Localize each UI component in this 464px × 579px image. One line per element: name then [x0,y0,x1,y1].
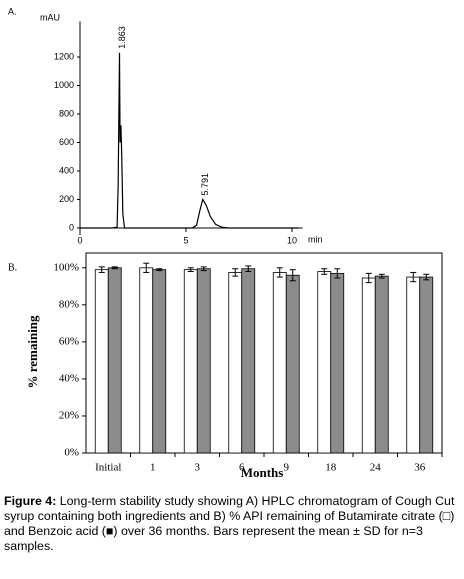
bar [272,272,287,454]
error-bar [365,272,372,284]
y-tick-label: 100% [53,261,79,273]
y-tick-label: 80% [59,298,79,310]
bar [241,268,256,454]
chart-a: A. mAU min 0 200 400 600 800 1000 1200 0 5 10 1.86… [8,6,323,245]
bar [228,272,243,454]
x-axis-title: Months [241,465,284,480]
y-tick-label: 1200 [54,51,74,61]
y-axis-title: mAU [40,12,60,22]
bar [374,275,389,454]
x-tick-label: 36 [414,462,426,474]
panel-label: B. [8,262,17,273]
error-bar [321,268,328,275]
y-tick-label: 40% [59,372,79,384]
error-bar [156,268,163,272]
error-bar [423,273,430,281]
y-tick-label: 0 [69,222,74,232]
y-tick-label: 400 [59,165,74,175]
error-bar [232,268,239,277]
y-tick-label: 60% [59,335,79,347]
figure: A. mAU min 0 200 400 600 800 1000 1200 0 5 10 1.86… [8,6,443,480]
x-tick-label: Initial [95,462,121,474]
error-bar [245,265,252,273]
caption-label: Figure 4: [4,494,57,508]
bar [107,267,122,454]
y-tick-label: 0% [64,447,79,459]
peak-label: 5.791 [200,173,210,196]
x-tick-label: 1 [150,462,156,474]
bar [94,269,109,454]
bar [419,276,434,454]
bar [285,274,300,454]
error-bar [98,266,105,273]
error-bar [200,266,207,272]
bar [152,269,167,454]
chart-b: B. Months % remaining 0% 20% 40% 60% 80% 100%… [8,252,443,480]
error-bar [410,271,417,283]
x-tick-label: 9 [284,462,290,474]
caption: Figure 4: Long-term stability study show… [4,494,462,554]
x-tick-label: 10 [287,235,297,245]
caption-text: Long-term stability study showing A) HPL… [4,494,455,553]
error-bar [378,273,385,279]
bar [196,268,211,454]
y-tick-label: 600 [59,137,74,147]
error-bar [111,266,118,270]
error-bar [187,267,194,273]
bar [361,277,376,454]
bar [317,271,332,454]
x-tick-label: 24 [370,462,382,474]
y-tick-label: 1000 [54,80,74,90]
error-bar [276,267,283,278]
bar [406,276,421,454]
error-bar [143,262,150,273]
y-tick-label: 800 [59,108,74,118]
y-tick-label: 20% [59,409,79,421]
y-tick-label: 200 [59,194,74,204]
chromatogram [80,52,299,229]
y-axis-title: % remaining [25,315,40,389]
x-tick-label: 6 [239,462,245,474]
error-bar [334,268,341,279]
x-tick-label: 18 [325,462,337,474]
x-tick-label: 0 [77,235,82,245]
bar [183,269,198,454]
x-tick-label: 5 [183,235,188,245]
error-bar [289,269,296,282]
peak-label: 1.863 [117,26,127,49]
bar [330,272,345,454]
panel-label: A. [8,6,17,16]
x-axis-title: min [308,234,323,244]
x-tick-label: 3 [195,462,201,474]
bar [139,267,154,454]
